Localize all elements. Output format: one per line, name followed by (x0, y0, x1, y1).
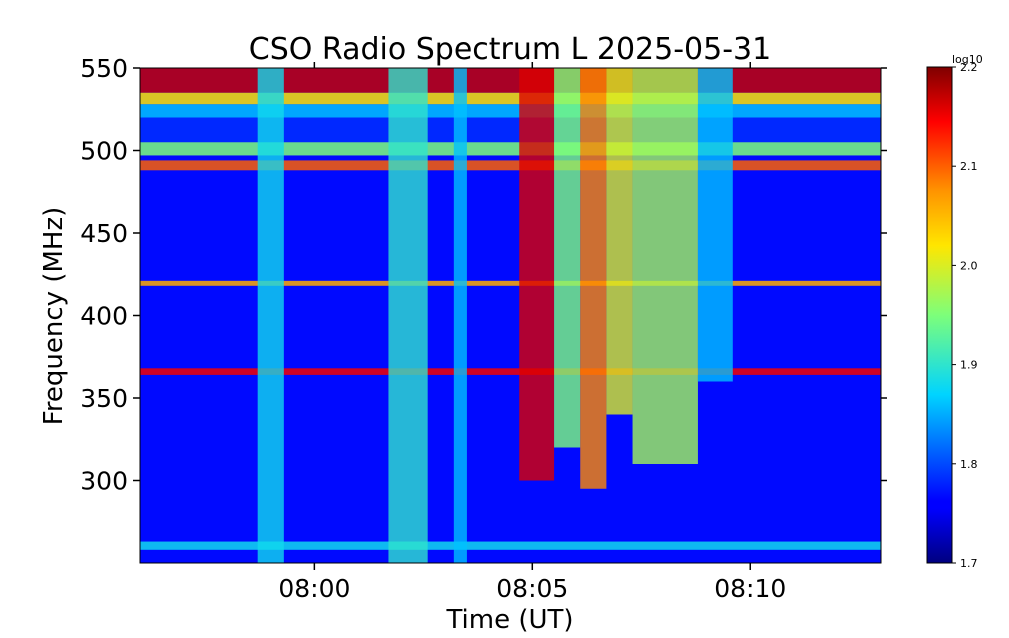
colorbar-tick-label: 1.8 (960, 458, 978, 471)
x-tick-label: 08:00 (278, 574, 350, 603)
burst-band (554, 68, 581, 448)
burst-band (519, 68, 555, 481)
y-tick-label: 450 (80, 219, 128, 248)
y-tick-label: 300 (80, 467, 128, 496)
burst-band (632, 68, 698, 464)
frequency-band (140, 541, 881, 550)
frequency-band (140, 92, 881, 105)
x-tick-label: 08:05 (496, 574, 568, 603)
y-axis-label: Frequency (MHz) (39, 207, 69, 426)
y-tick-label: 500 (80, 137, 128, 166)
frequency-band (140, 68, 881, 93)
x-axis: 08:00 08:05 08:10 (278, 62, 786, 603)
y-axis: 300 350 400 450 500 550 (80, 54, 887, 496)
chart-title: CSO Radio Spectrum L 2025-05-31 (249, 32, 771, 67)
x-tick-label: 08:10 (714, 574, 786, 603)
colorbar-gradient (926, 66, 953, 564)
frequency-band (140, 117, 881, 143)
y-tick-label: 350 (80, 384, 128, 413)
plot-area (139, 67, 882, 564)
colorbar-tick-label: 1.7 (960, 557, 978, 570)
heatmap-cells (140, 68, 881, 563)
colorbar-ticks: 1.7 1.8 1.9 2.0 2.1 2.2 (952, 61, 978, 570)
y-tick-label: 550 (80, 54, 128, 83)
frequency-band (140, 368, 881, 375)
frequency-band (140, 280, 881, 286)
colorbar: log10 1.7 1.8 1.9 2.0 2.1 2.2 (926, 53, 983, 570)
y-tick-label: 400 (80, 302, 128, 331)
burst-band (606, 68, 633, 415)
burst-band (388, 68, 428, 563)
colorbar-tick-label: 2.2 (960, 61, 978, 74)
frequency-band (140, 142, 881, 156)
burst-band (453, 68, 467, 563)
frequency-band (140, 104, 881, 118)
burst-band (580, 68, 607, 489)
colorbar-label: log10 (952, 53, 983, 66)
colorbar-tick-label: 2.1 (960, 160, 978, 173)
frequency-band (140, 160, 881, 171)
burst-band (697, 68, 733, 382)
colorbar-tick-label: 1.9 (960, 359, 978, 372)
x-axis-label: Time (UT) (445, 605, 573, 634)
burst-band (257, 68, 284, 563)
colorbar-tick-label: 2.0 (960, 259, 978, 272)
